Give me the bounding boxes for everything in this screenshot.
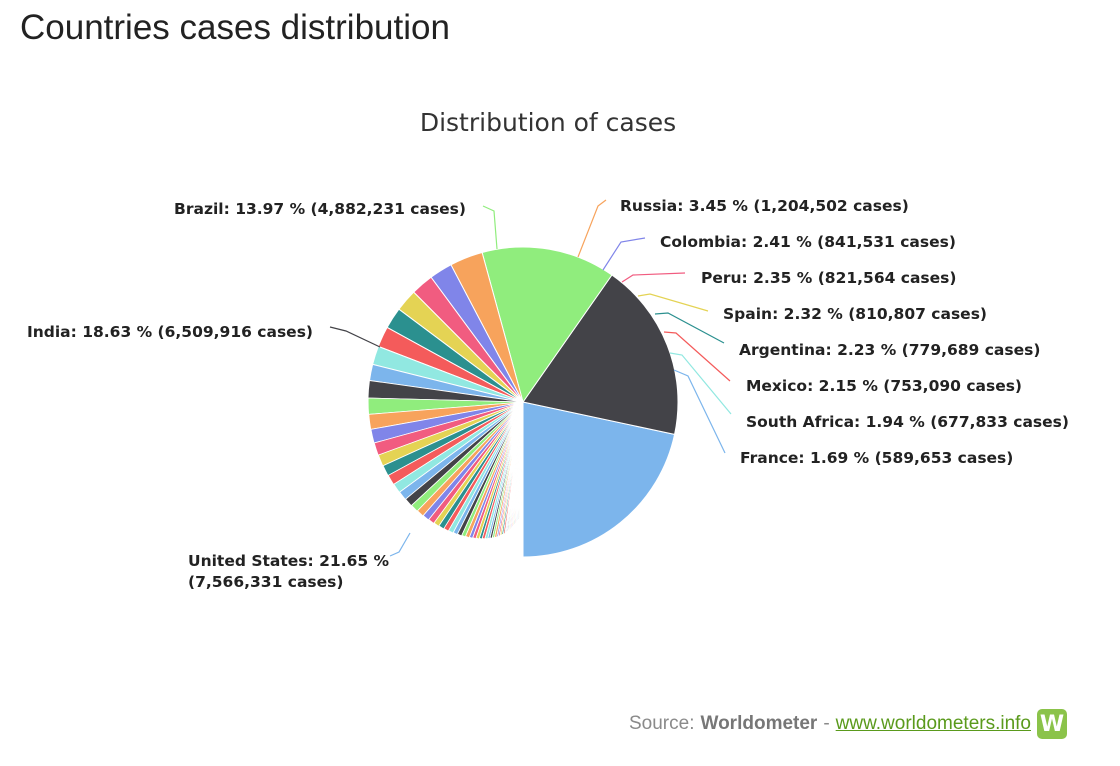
pie-slice-other-16[interactable] (433, 401, 524, 527)
pie-slice-india[interactable] (522, 274, 679, 435)
leader-line-peru (621, 272, 686, 283)
worldometer-logo-icon[interactable]: W (1037, 709, 1067, 739)
data-label-russia: Russia: 3.45 % (1,204,502 cases) (620, 197, 909, 215)
leader-lines (329, 199, 732, 557)
pie-chart-svg: Distribution of cases United States: 21.… (27, 108, 1069, 591)
leader-line-brazil (482, 205, 498, 250)
data-label-united-states: United States: 21.65 % (188, 552, 390, 570)
pie-slice-other-12[interactable] (411, 401, 524, 512)
pie-slice-other-15[interactable] (428, 401, 524, 524)
chart-title: Distribution of cases (420, 108, 676, 137)
pie-slice-other-21[interactable] (456, 401, 524, 537)
pie-slice-other-27[interactable] (478, 401, 524, 540)
pie-slice-other-30[interactable] (487, 401, 524, 540)
leader-line-mexico (663, 331, 731, 382)
data-label-colombia: Colombia: 2.41 % (841,531 cases) (660, 233, 956, 251)
pie-slice-other-20[interactable] (452, 401, 524, 536)
data-label-united-states-cases: (7,566,331 cases) (188, 573, 343, 591)
leader-line-argentina (654, 312, 725, 344)
source-prefix: Source: (629, 713, 695, 734)
pie-chart: Distribution of cases United States: 21.… (27, 108, 1069, 591)
data-label-south-africa: South Africa: 1.94 % (677,833 cases) (746, 413, 1069, 431)
data-label-argentina: Argentina: 2.23 % (779,689 cases) (739, 341, 1040, 359)
data-label-brazil: Brazil: 13.97 % (4,882,231 cases) (174, 200, 466, 218)
source-name: Worldometer (700, 713, 818, 734)
pie-slice-other-25[interactable] (472, 401, 524, 540)
leader-line-india (329, 326, 381, 348)
pie-slice-other-22[interactable] (461, 401, 524, 538)
leader-line-spain (637, 293, 709, 312)
pie-slice-other-33[interactable] (494, 401, 524, 538)
leader-line-united-states (389, 532, 411, 557)
pie-slice-other-32[interactable] (491, 401, 524, 539)
source-credit: Source: Worldometer - www.worldometers.i… (629, 709, 1067, 739)
pie-slice-other-19[interactable] (448, 401, 524, 534)
leader-line-russia (577, 199, 607, 258)
pie-slice-other-29[interactable] (484, 401, 524, 540)
data-label-mexico: Mexico: 2.15 % (753,090 cases) (746, 377, 1022, 395)
pie-slices (367, 246, 679, 558)
source-link[interactable]: www.worldometers.info (835, 713, 1031, 734)
pie-slice-other-17[interactable] (438, 401, 524, 530)
data-label-india: India: 18.63 % (6,509,916 cases) (27, 323, 313, 341)
data-labels: United States: 21.65 % (7,566,331 cases) I… (27, 197, 1069, 591)
pie-slice-other-13[interactable] (416, 401, 524, 517)
leader-line-colombia (602, 237, 646, 271)
pie-slice-other-18[interactable] (443, 401, 524, 532)
pie-slice-other-26[interactable] (475, 401, 524, 540)
pie-slice-other-28[interactable] (481, 401, 524, 540)
pie-slice-other-14[interactable] (422, 401, 524, 521)
page-title: Countries cases distribution (20, 8, 450, 47)
data-label-spain: Spain: 2.32 % (810,807 cases) (723, 305, 987, 323)
leader-line-south-africa (669, 352, 732, 415)
source-separator: - (823, 713, 830, 734)
data-label-peru: Peru: 2.35 % (821,564 cases) (701, 269, 957, 287)
pie-slice-other-23[interactable] (465, 401, 524, 539)
pie-slice-united-states[interactable] (522, 401, 676, 558)
pie-slice-other-31[interactable] (489, 401, 524, 539)
pie-slice-other-24[interactable] (468, 401, 524, 539)
data-label-france: France: 1.69 % (589,653 cases) (740, 449, 1013, 467)
leader-line-france (673, 369, 726, 454)
